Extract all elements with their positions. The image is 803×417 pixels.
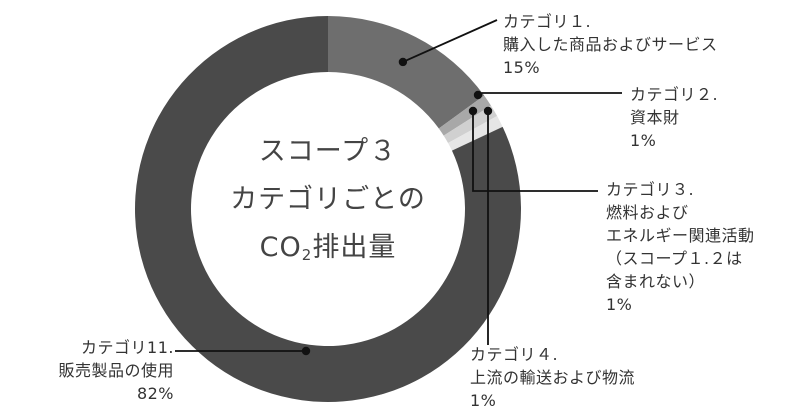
category-1-line-2: 購入した商品およびサービス [503, 35, 718, 54]
category-2-percent: 1% [630, 131, 657, 150]
slice-label-category-2: カテゴリ２. 資本財 1% [630, 83, 718, 152]
leader-dot-category-2 [473, 90, 483, 100]
center-title-line-2: カテゴリごとの [230, 184, 426, 215]
donut-slice-category-1 [328, 16, 485, 129]
center-title-line-1: スコープ３ [258, 136, 398, 167]
center-title-rest: 排出量 [312, 232, 397, 263]
center-title-line-3: CO2排出量 [198, 224, 458, 279]
category-4-percent: 1% [470, 391, 497, 410]
category-1-line-1: カテゴリ１. [503, 12, 592, 31]
category-11-percent: 82% [136, 384, 174, 403]
category-3-line-5: 含まれない） [606, 272, 706, 291]
donut-slices [134, 16, 521, 403]
center-title-co: CO [259, 232, 302, 263]
category-4-line-2: 上流の輸送および物流 [470, 368, 636, 387]
leader-dot-category-11 [301, 346, 311, 356]
slice-label-category-11: カテゴリ11. 販売製品の使用 82% [14, 336, 174, 405]
leader-dot-category-1 [398, 57, 408, 67]
category-3-line-3: エネルギー関連活動 [606, 226, 755, 245]
category-4-line-1: カテゴリ４. [470, 345, 559, 364]
leader-lines [175, 19, 622, 356]
category-3-line-1: カテゴリ３. [606, 180, 695, 199]
category-3-line-4: （スコープ１.２は [606, 249, 743, 268]
category-11-line-2: 販売製品の使用 [58, 361, 174, 380]
leader-line-category-2 [477, 92, 622, 96]
slice-label-category-1: カテゴリ１. 購入した商品およびサービス 15% [503, 10, 718, 79]
category-3-percent: 1% [606, 295, 633, 314]
category-2-line-1: カテゴリ２. [630, 85, 719, 104]
category-3-line-2: 燃料および [606, 203, 689, 222]
chart-center-title: スコープ３ カテゴリごとの CO2排出量 [198, 128, 458, 279]
center-title-subscript: 2 [301, 246, 313, 264]
leader-line-category-1 [402, 19, 498, 63]
category-1-percent: 15% [503, 58, 541, 77]
leader-dot-category-4 [483, 106, 493, 116]
leader-dot-category-3 [468, 106, 478, 116]
category-2-line-2: 資本財 [630, 108, 680, 127]
leader-line-category-3 [472, 111, 598, 192]
donut-slice-category-3 [443, 105, 498, 143]
category-11-line-1: カテゴリ11. [81, 338, 174, 357]
slice-label-category-4: カテゴリ４. 上流の輸送および物流 1% [470, 343, 635, 412]
donut-slice-category-4 [448, 116, 503, 151]
slice-label-category-3: カテゴリ３. 燃料および エネルギー関連活動 （スコープ１.２は 含まれない） … [606, 178, 755, 316]
donut-slice-category-2 [438, 95, 491, 136]
